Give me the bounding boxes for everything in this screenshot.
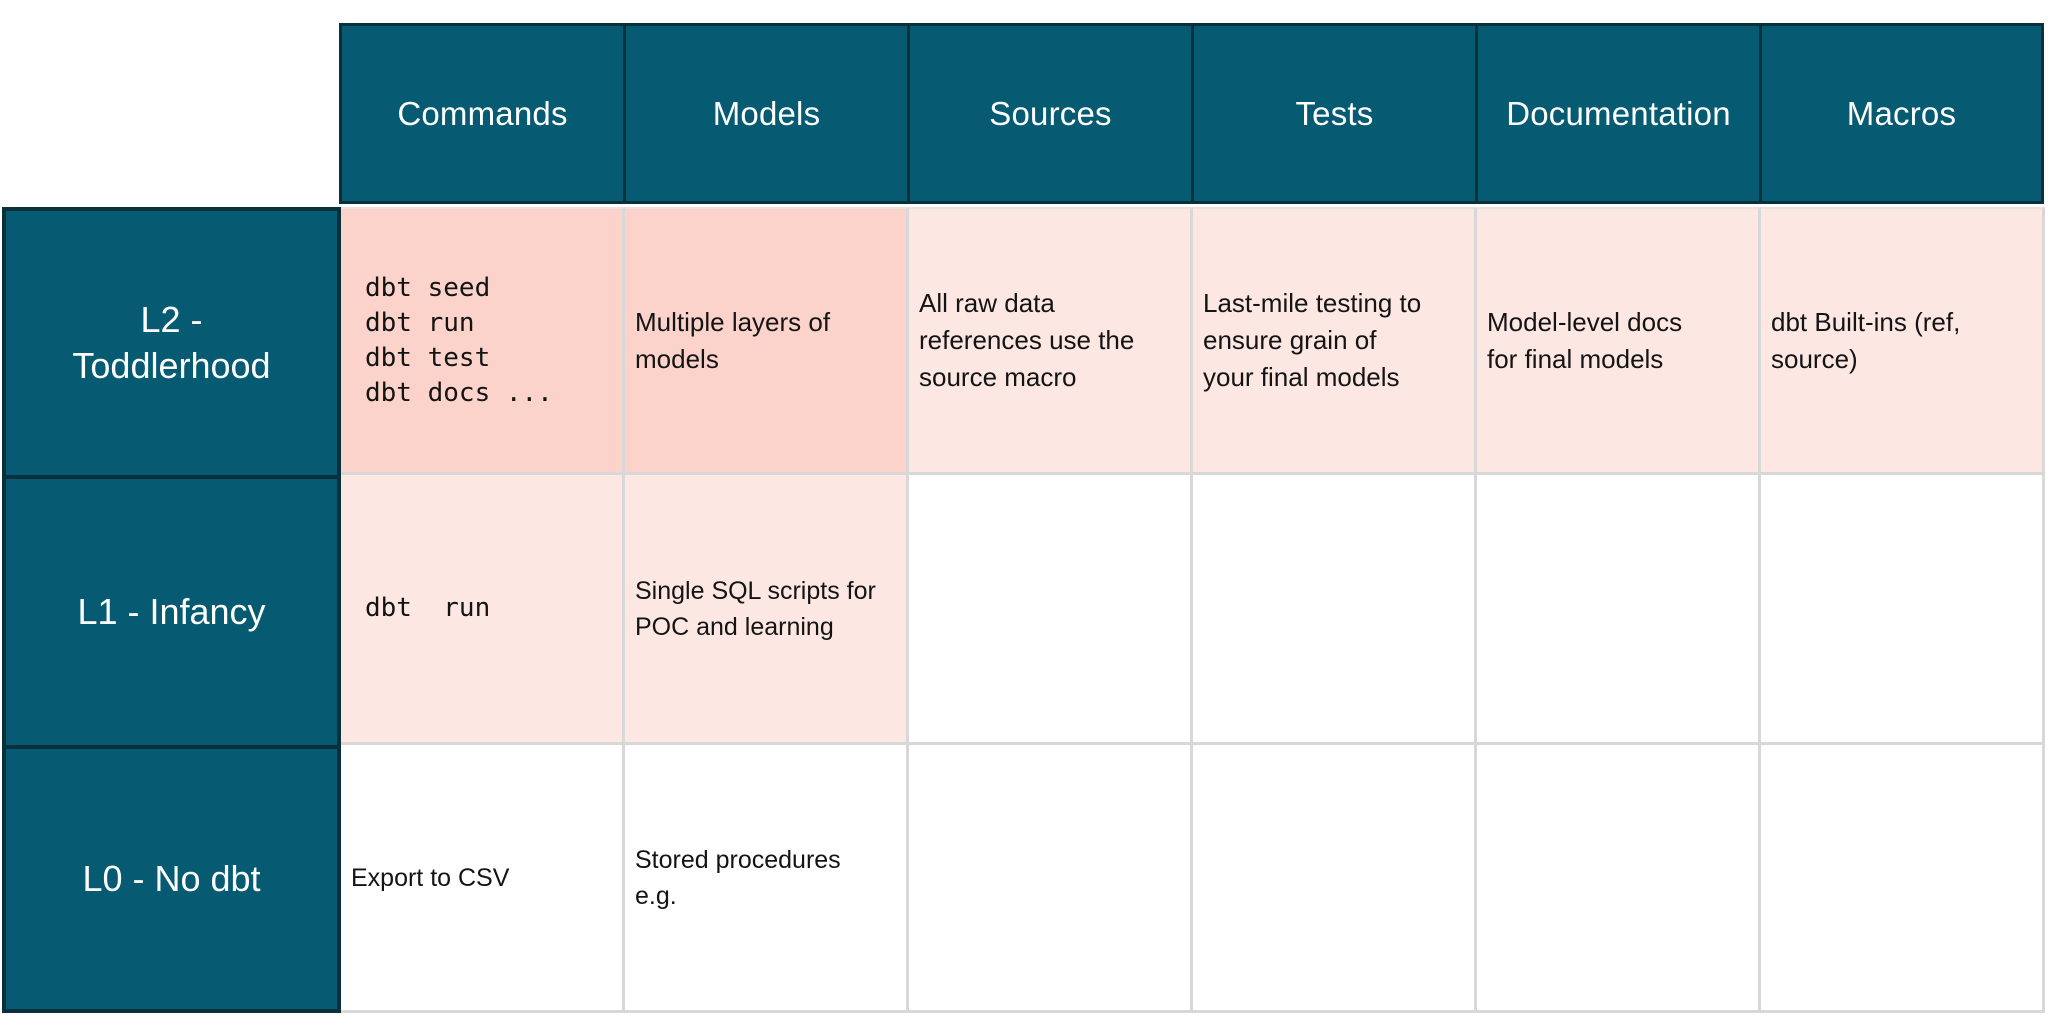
cell-l2-macros: dbt Built-ins (ref, source) bbox=[1761, 207, 2045, 475]
cell-l2-sources: All raw data references use the source m… bbox=[909, 207, 1193, 475]
cell-l2-models: Multiple layers of models bbox=[625, 207, 909, 475]
cell-l1-macros bbox=[1761, 475, 2045, 745]
cell-l1-models: Single SQL scripts for POC and learning bbox=[625, 475, 909, 745]
cell-l2-tests: Last-mile testing to ensure grain of you… bbox=[1193, 207, 1477, 475]
cell-l1-sources bbox=[909, 475, 1193, 745]
cell-l0-commands: Export to CSV bbox=[341, 745, 625, 1013]
row-header-l1-infancy: L1 - Infancy bbox=[2, 475, 341, 749]
cell-l0-models: Stored procedures e.g. bbox=[625, 745, 909, 1013]
row-header-column: L2 - Toddlerhood L1 - Infancy L0 - No db… bbox=[2, 207, 341, 1013]
cell-l0-macros bbox=[1761, 745, 2045, 1013]
cell-l0-sources bbox=[909, 745, 1193, 1013]
cell-l1-documentation bbox=[1477, 475, 1761, 745]
cell-l2-commands: dbt seed dbt run dbt test dbt docs ... bbox=[341, 207, 625, 475]
column-header-macros: Macros bbox=[1759, 23, 2044, 204]
column-header-tests: Tests bbox=[1191, 23, 1478, 204]
table-row-l2: dbt seed dbt run dbt test dbt docs ... M… bbox=[341, 207, 2045, 475]
cell-l0-documentation bbox=[1477, 745, 1761, 1013]
row-header-l0-no-dbt: L0 - No dbt bbox=[2, 745, 341, 1013]
cell-l2-documentation: Model-level docs for final models bbox=[1477, 207, 1761, 475]
cell-l1-commands: dbt run bbox=[341, 475, 625, 745]
column-header-row: Commands Models Sources Tests Documentat… bbox=[339, 23, 2044, 204]
cell-l0-tests bbox=[1193, 745, 1477, 1013]
column-header-documentation: Documentation bbox=[1475, 23, 1762, 204]
data-grid: dbt seed dbt run dbt test dbt docs ... M… bbox=[341, 207, 2045, 1013]
row-header-l2-toddlerhood: L2 - Toddlerhood bbox=[2, 207, 341, 479]
table-row-l0: Export to CSV Stored procedures e.g. bbox=[341, 745, 2045, 1013]
column-header-models: Models bbox=[623, 23, 910, 204]
table-row-l1: dbt run Single SQL scripts for POC and l… bbox=[341, 475, 2045, 745]
cell-l1-tests bbox=[1193, 475, 1477, 745]
column-header-sources: Sources bbox=[907, 23, 1194, 204]
column-header-commands: Commands bbox=[339, 23, 626, 204]
